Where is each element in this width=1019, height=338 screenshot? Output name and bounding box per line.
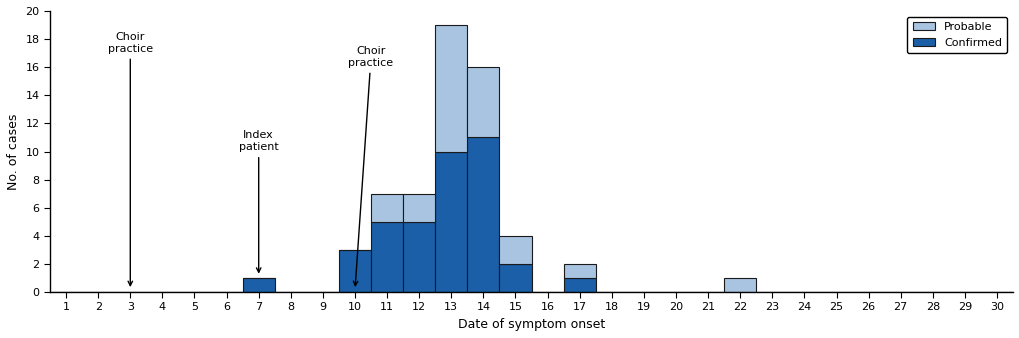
Bar: [723, 278, 755, 292]
Bar: [338, 250, 371, 292]
Text: Index
patient: Index patient: [238, 130, 278, 272]
Legend: Probable, Confirmed: Probable, Confirmed: [906, 17, 1007, 53]
Bar: [499, 264, 531, 292]
Text: Choir
practice: Choir practice: [108, 32, 153, 286]
Bar: [467, 138, 499, 292]
Bar: [435, 151, 467, 292]
Bar: [371, 194, 403, 222]
Bar: [499, 236, 531, 264]
Text: Choir
practice: Choir practice: [348, 46, 393, 286]
Bar: [435, 25, 467, 151]
Bar: [243, 278, 274, 292]
X-axis label: Date of symptom onset: Date of symptom onset: [458, 318, 604, 331]
Bar: [564, 278, 595, 292]
Bar: [564, 264, 595, 278]
Bar: [403, 194, 435, 222]
Bar: [403, 222, 435, 292]
Bar: [371, 222, 403, 292]
Y-axis label: No. of cases: No. of cases: [7, 113, 20, 190]
Bar: [467, 67, 499, 138]
